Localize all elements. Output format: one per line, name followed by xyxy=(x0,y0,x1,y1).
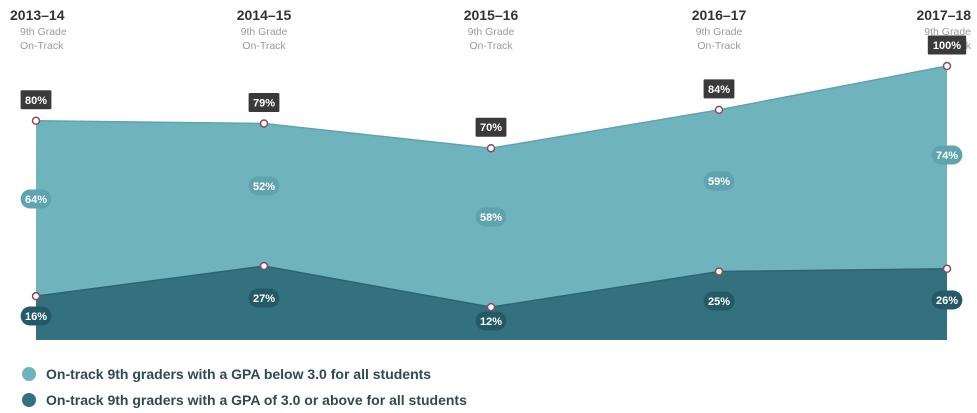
legend-label-above-3: On-track 9th graders with a GPA of 3.0 o… xyxy=(46,392,467,408)
above-3-data-label-bg xyxy=(931,290,963,310)
above-3-data-label: 12% xyxy=(480,316,502,328)
column-header-year: 2017–18 xyxy=(916,7,971,23)
column-header-sub2: On-Track xyxy=(242,40,286,52)
total-point xyxy=(31,116,41,126)
below-3-data-label: 59% xyxy=(708,176,730,188)
total-data-label-bg xyxy=(20,90,52,110)
column-header-sub2: On-Track xyxy=(469,40,513,52)
below-3-data-label-bg xyxy=(703,171,735,191)
column-header-sub2: On-Track xyxy=(20,40,64,52)
below-3-data-label: 58% xyxy=(480,212,502,224)
below-3-data-label-bg xyxy=(931,145,963,165)
area-series-above-3 xyxy=(36,266,947,340)
below-3-data-label-bg xyxy=(475,207,507,227)
total-point xyxy=(714,105,724,115)
above-3-point xyxy=(714,267,724,276)
total-data-label: 84% xyxy=(708,84,730,96)
legend-item-below-3: On-track 9th graders with a GPA below 3.… xyxy=(22,361,467,387)
total-data-label-bg xyxy=(703,79,735,99)
above-3-point xyxy=(259,261,269,271)
column-header-year: 2015–16 xyxy=(464,7,519,23)
total-data-label-bg xyxy=(927,35,967,55)
column-header-sub1: 9th Grade xyxy=(924,26,971,38)
legend: On-track 9th graders with a GPA below 3.… xyxy=(22,361,467,413)
column-header-sub1: 9th Grade xyxy=(20,26,67,38)
total-data-label: 100% xyxy=(933,40,961,52)
above-3-data-label-bg xyxy=(703,291,735,311)
above-3-data-label-bg xyxy=(248,288,280,308)
total-data-label: 70% xyxy=(480,122,502,134)
total-point xyxy=(486,143,496,153)
area-chart: 2013–14 9th Grade On-Track 2014–15 9th Grade… xyxy=(10,7,972,340)
below-3-data-label: 74% xyxy=(936,150,958,162)
above-3-data-label: 26% xyxy=(936,295,958,307)
above-3-data-label: 16% xyxy=(25,311,47,323)
column-header-sub1: 9th Grade xyxy=(241,26,288,38)
legend-swatch-below-3 xyxy=(22,367,36,381)
column-header-year: 2016–17 xyxy=(692,7,747,23)
above-3-point xyxy=(31,291,41,301)
legend-label-below-3: On-track 9th graders with a GPA below 3.… xyxy=(46,366,432,382)
total-data-label: 79% xyxy=(253,98,275,110)
below-3-data-label: 64% xyxy=(25,194,47,206)
above-3-data-label-bg xyxy=(20,306,52,326)
above-3-data-label: 25% xyxy=(708,296,730,308)
column-header-sub1: 9th Grade xyxy=(468,26,515,38)
above-3-point xyxy=(942,264,952,274)
below-3-data-label-bg xyxy=(20,189,52,209)
total-data-label-bg xyxy=(248,93,280,113)
column-header-year: 2014–15 xyxy=(237,7,292,23)
total-point xyxy=(942,61,952,71)
column-header-sub2: On-Track xyxy=(697,40,741,52)
below-3-data-label-bg xyxy=(248,176,280,196)
total-data-label: 80% xyxy=(25,95,47,107)
above-3-data-label: 27% xyxy=(253,293,275,305)
above-3-point xyxy=(486,302,496,312)
legend-item-above-3: On-track 9th graders with a GPA of 3.0 o… xyxy=(22,387,467,413)
legend-swatch-above-3 xyxy=(22,393,36,407)
above-3-data-label-bg xyxy=(475,311,507,331)
total-data-label-bg xyxy=(475,117,507,137)
column-header-year: 2013–14 xyxy=(10,7,65,23)
column-header-sub1: 9th Grade xyxy=(696,26,743,38)
below-3-data-label: 52% xyxy=(253,181,275,193)
total-point xyxy=(259,119,269,128)
